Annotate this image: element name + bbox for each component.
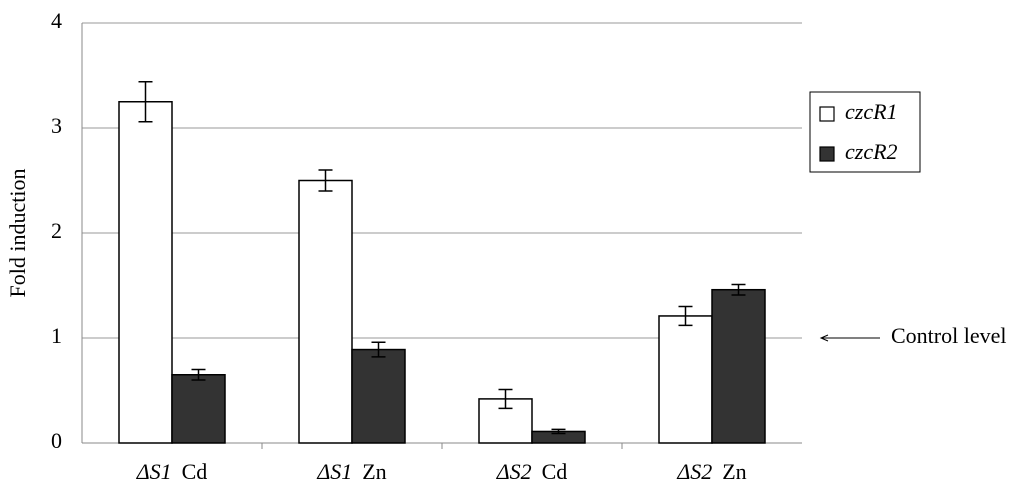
x-tick-label: ΔS2 Zn (676, 459, 746, 484)
legend-swatch (819, 146, 835, 162)
legend-label: czcR1 (845, 99, 898, 124)
y-axis-label: Fold induction (5, 169, 30, 298)
bar (118, 101, 173, 444)
annotation-arrow (819, 334, 880, 342)
legend-swatch (819, 106, 835, 122)
error-bar (678, 305, 693, 327)
error-bar (498, 388, 513, 410)
error-bar (551, 428, 566, 435)
bar (658, 315, 713, 444)
bar (351, 348, 406, 444)
legend-label: czcR2 (845, 139, 898, 164)
bar (171, 374, 226, 444)
y-tick-label: 4 (51, 8, 62, 33)
x-tick-label: ΔS2 Cd (496, 459, 568, 484)
annotation: Control level (891, 323, 1006, 348)
error-bar (191, 368, 206, 381)
error-bar (731, 283, 746, 296)
error-bar (318, 169, 333, 192)
y-tick-label: 3 (51, 113, 62, 138)
bar (298, 179, 353, 444)
error-bar (138, 81, 153, 123)
bar (711, 288, 766, 444)
x-tick-label: ΔS1 Zn (316, 459, 386, 484)
y-tick-label: 2 (51, 218, 62, 243)
y-tick-label: 1 (51, 323, 62, 348)
x-tick-label: ΔS1 Cd (136, 459, 208, 484)
error-bar (371, 341, 386, 358)
y-tick-label: 0 (51, 428, 62, 453)
